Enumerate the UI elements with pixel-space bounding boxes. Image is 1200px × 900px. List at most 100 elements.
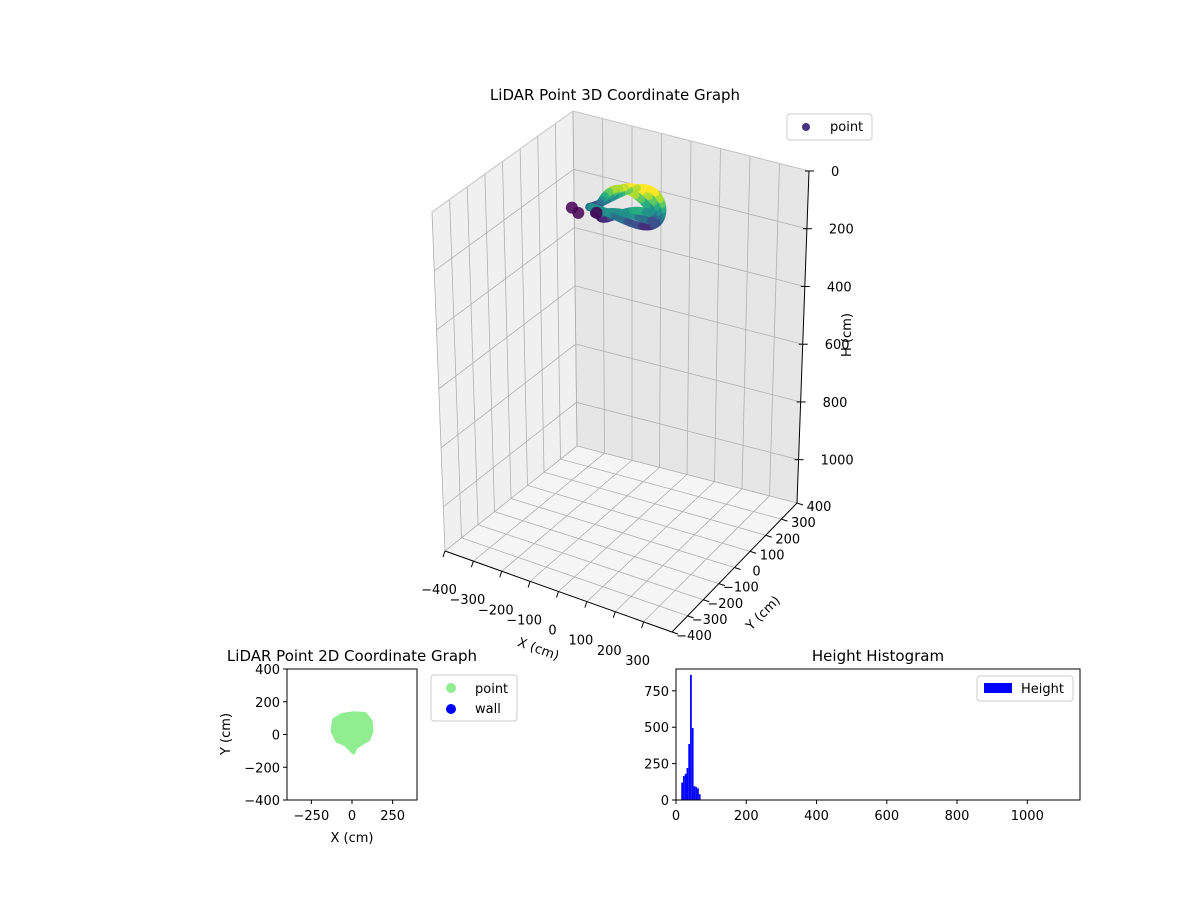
y-tick-label-2d: −400: [244, 794, 280, 809]
histogram-bar: [684, 773, 687, 800]
x-tick-3d: [584, 601, 588, 608]
grid-line-y: [572, 110, 798, 504]
histogram-bar: [683, 775, 685, 800]
y-tick-label-histogram: 250: [644, 758, 669, 773]
z-tick-label-3d: 1000: [821, 454, 854, 469]
x-tick-label-histogram: 1000: [1011, 809, 1044, 824]
y-tick-label-3d: −400: [676, 629, 712, 644]
histogram-title: Height Histogram: [812, 647, 944, 665]
point-3d: [590, 206, 603, 219]
legend-3d-box: [786, 113, 873, 141]
x-tick-label-3d: −100: [506, 613, 542, 628]
point-3d: [565, 201, 578, 214]
legend-histogram-box: [976, 675, 1074, 702]
pane-floor: [445, 446, 797, 632]
y-tick-label-3d: 0: [752, 565, 760, 580]
grid-line-y: [502, 161, 735, 568]
y-tick-label-3d: −100: [723, 581, 759, 596]
z-axis-line: [796, 170, 810, 504]
x-tick-label-histogram: 200: [734, 809, 759, 824]
histogram-frame: [675, 668, 1081, 801]
legend-2d-marker-point: [446, 683, 456, 693]
z-tick-label-3d: 400: [827, 280, 852, 295]
x-tick-label-histogram: 0: [672, 809, 680, 824]
legend-3d-marker-point: [802, 123, 810, 131]
legend-2d-marker-wall: [446, 704, 456, 714]
x-tick-label-3d: 100: [568, 634, 593, 649]
x-tick-label-2d: −250: [294, 809, 330, 824]
histogram-bar: [698, 794, 701, 800]
chart-2d: LiDAR Point 2D Coordinate Graph −250 0 250…: [219, 647, 518, 846]
grid-line-z: [436, 227, 805, 331]
x-tick-label-3d: −300: [450, 593, 486, 608]
y-tick-label-3d: 400: [807, 500, 832, 515]
legend-2d-label-wall: wall: [475, 702, 501, 717]
y-tick-3d: [796, 502, 804, 506]
x-tick-label-3d: −400: [421, 583, 457, 598]
y-tick-3d: [687, 615, 694, 619]
grid-3d: [431, 110, 810, 633]
histogram-bar: [695, 786, 698, 800]
y-tick-3d: [765, 534, 772, 538]
point-3d: [653, 218, 662, 227]
chart-2d-title: LiDAR Point 2D Coordinate Graph: [227, 647, 477, 665]
x-tick-label-3d: 200: [597, 644, 622, 659]
pane-edges: [431, 110, 810, 213]
point-3d: [645, 209, 654, 218]
y-tick-3d: [703, 599, 710, 603]
x-tick-3d: [499, 571, 503, 578]
grid-line-z: [438, 285, 803, 390]
y-axis-label-2d: Y (cm): [219, 713, 234, 756]
x-tick-3d: [641, 621, 645, 629]
y-tick-3d: [734, 567, 741, 570]
histogram-bar: [691, 727, 694, 800]
y-tick-label-2d: −200: [244, 761, 280, 776]
y-tick-label-2d: 200: [255, 696, 280, 711]
histogram-bar: [686, 767, 689, 800]
legend-3d-label-point: point: [830, 120, 863, 135]
y-tick-label-3d: 300: [791, 516, 816, 531]
x-tick-label-3d: 300: [625, 654, 650, 669]
histogram-bar: [681, 782, 684, 800]
y-tick-label-2d: 0: [272, 729, 280, 744]
grid-line-y: [554, 123, 782, 520]
legend-3d: point: [786, 113, 873, 141]
x-tick-3d: [527, 581, 531, 588]
y-tick-label-2d: 400: [255, 663, 280, 678]
histogram-bar: [697, 788, 699, 800]
histogram-bars: [681, 674, 701, 800]
z-tick-label-3d: 800: [823, 396, 848, 411]
legend-histogram-label: Height: [1021, 682, 1064, 697]
ticks-histogram: 0 200 400 600 800 1000 0 250 500 750: [644, 685, 1044, 824]
x-tick-3d: [556, 591, 559, 598]
x-tick-label-3d: −200: [478, 603, 514, 618]
x-tick-label-histogram: 600: [874, 809, 899, 824]
y-tick-3d: [781, 518, 788, 522]
y-tick-3d: [718, 583, 726, 587]
grid-line-y: [466, 186, 704, 601]
x-tick-3d: [442, 550, 446, 558]
x-tick-label-3d: 0: [548, 624, 556, 639]
histogram-bar: [688, 743, 691, 800]
y-tick-label-3d: 100: [760, 548, 785, 563]
grid-line-z: [440, 343, 801, 449]
histogram-bar: [690, 674, 692, 800]
x-tick-label-histogram: 800: [945, 809, 970, 824]
y-tick-label-3d: 200: [775, 532, 800, 547]
legend-2d: point wall: [430, 674, 518, 722]
grid-line-z: [443, 401, 799, 508]
z-axis-label-3d: H (cm): [840, 313, 855, 357]
legend-histogram: Height: [976, 675, 1074, 702]
chart-3d: LiDAR Point 3D Coordinate Graph −400−300…: [421, 86, 873, 669]
legend-histogram-swatch: [984, 683, 1012, 693]
y-tick-label-histogram: 750: [644, 685, 669, 700]
z-tick-label-3d: 0: [831, 165, 839, 180]
ticks-3d: −400−300−200−1000100200300−400−300−200−1…: [421, 165, 854, 669]
ticks-2d: −250 0 250 −400 −200 0 200 400: [244, 663, 405, 824]
chart-histogram: Height Histogram 0 200 400 600 800 1000 0 250 50…: [644, 647, 1081, 824]
y-tick-label-histogram: 0: [661, 794, 669, 809]
x-tick-label-2d: 0: [348, 809, 356, 824]
grid-line-z: [434, 168, 808, 272]
y-tick-label-histogram: 500: [644, 721, 669, 736]
point-cloud-2d: [330, 711, 374, 755]
